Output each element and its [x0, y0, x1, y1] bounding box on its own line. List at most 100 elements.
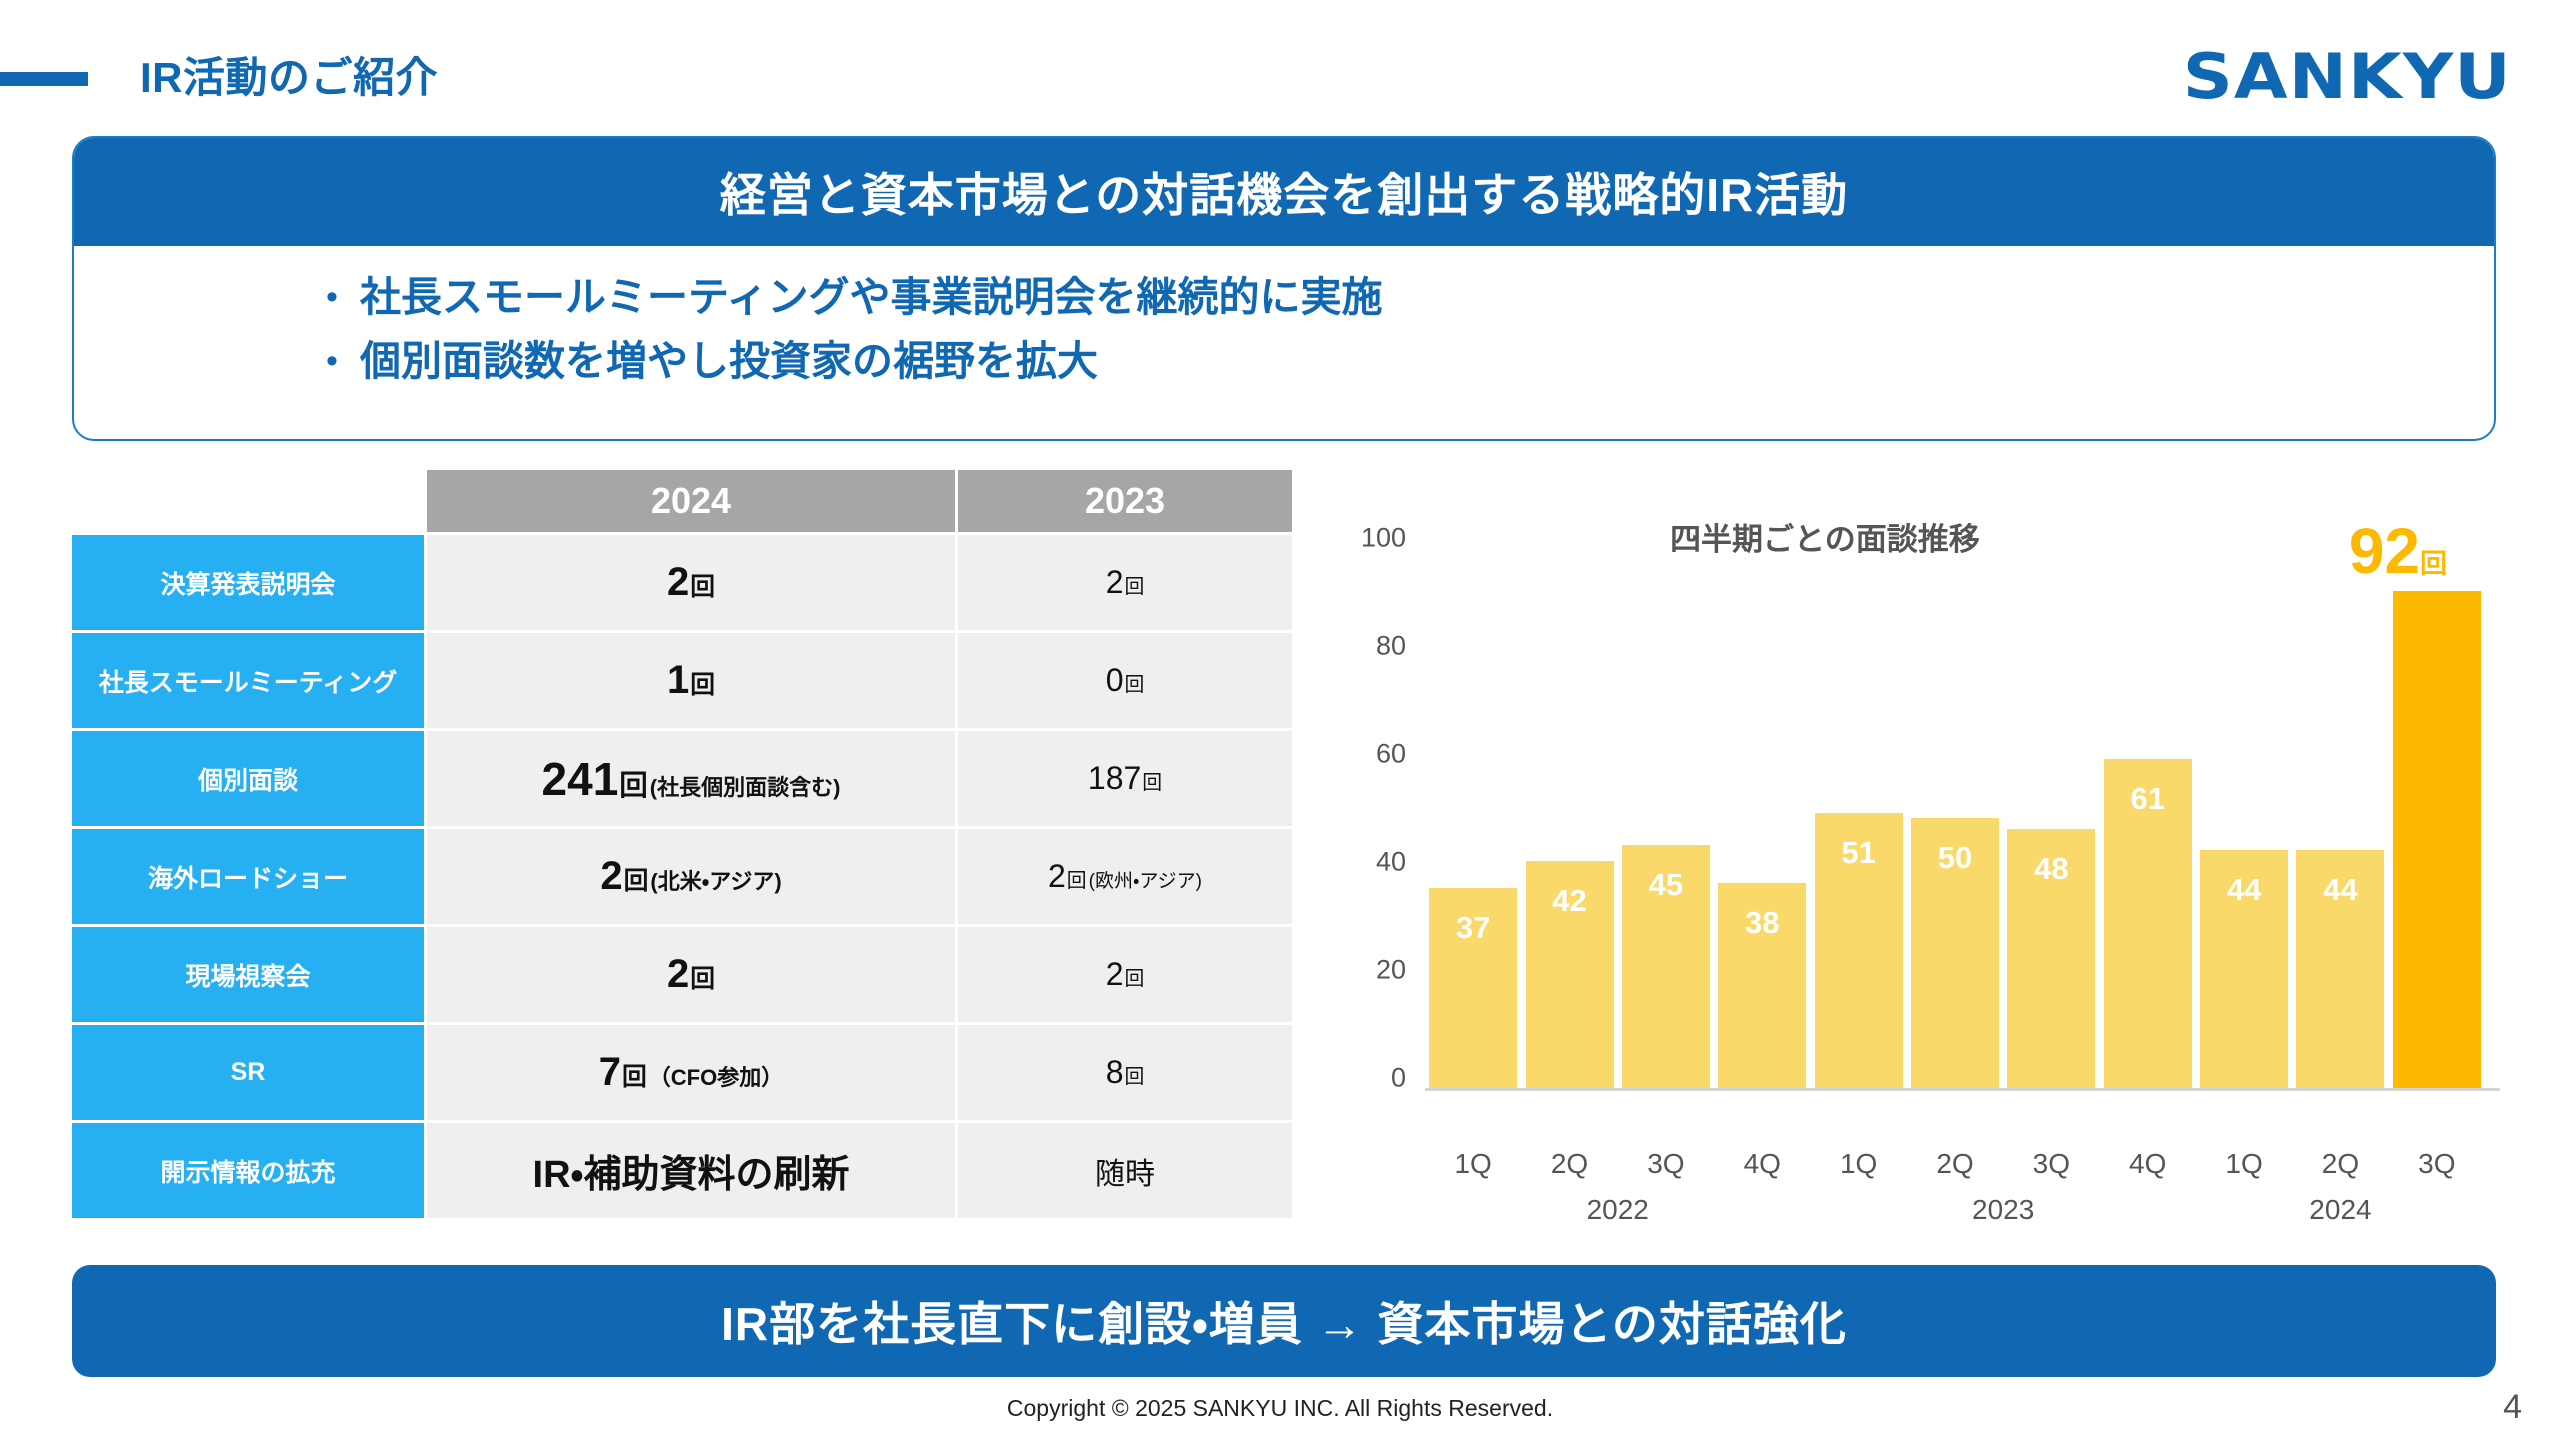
value-number: 2	[666, 560, 690, 604]
chart-bar: 38	[1718, 882, 1807, 1088]
chart-bar-slot: 50	[1911, 548, 1999, 1088]
table-header-2023: 2023	[958, 470, 1292, 532]
value-number: 1	[666, 658, 690, 702]
value-number: 2	[1105, 956, 1124, 992]
value-unit: 回	[1124, 1066, 1145, 1088]
y-axis-tick: 40	[1375, 846, 1406, 877]
x-axis-tick: 3Q	[2032, 1148, 2071, 1179]
table-cell-2024: 7 回（CFO参加）	[427, 1025, 955, 1120]
x-axis-tick: 3Q	[2418, 1148, 2456, 1179]
page-title: IR活動のご紹介	[140, 54, 439, 101]
peak-number: 92	[2348, 515, 2420, 588]
x-axis-tick: 4Q	[2129, 1148, 2167, 1179]
x-axis-tick: 2Q	[1936, 1148, 1974, 1179]
value-unit: 回	[623, 868, 649, 895]
chart-bar-slot: 51	[1814, 548, 1903, 1088]
table-cell-2023: 187 回	[958, 731, 1292, 826]
table-row-label: 現場視察会	[72, 927, 424, 1022]
callout-bullet-list: • 社長スモールミーティングや事業説明会を継続的に実施 • 個別面談数を増やし投…	[74, 246, 2494, 390]
table-row-label: 決算発表説明会	[72, 535, 424, 630]
value-number: 2	[1105, 564, 1124, 600]
chart-bar: 42	[1525, 861, 1614, 1088]
value-unit: 回	[1124, 674, 1145, 696]
chart-baseline	[1425, 1088, 2500, 1091]
footer-banner: IR部を社長直下に創設・増員 → 資本市場との対話強化	[72, 1265, 2496, 1377]
chart-bar-slot: 44	[2296, 548, 2385, 1088]
value-number: 7	[598, 1050, 621, 1094]
table-cell-2024: 2 回 (北米・アジア)	[427, 829, 955, 924]
value-number: 2	[1048, 858, 1066, 894]
header-accent-bar	[0, 72, 88, 86]
chart-bar: 44	[2200, 850, 2289, 1088]
chart-bar: 45	[1621, 845, 1710, 1088]
table-header-blank	[72, 470, 424, 532]
footer-banner-text: IR部を社長直下に創設・増員 → 資本市場との対話強化	[721, 1298, 1847, 1350]
table-cell-2024: IR・補助資料の刷新	[427, 1123, 955, 1218]
bullet-text: 社長スモールミーティングや事業説明会を継続的に実施	[360, 274, 1383, 320]
chart-bar-value-label: 42	[1552, 883, 1587, 919]
table-row: 開示情報の拡充 IR・補助資料の刷新 随時	[72, 1123, 1292, 1218]
table-row: SR 7 回（CFO参加） 8 回	[72, 1025, 1292, 1120]
value-unit: 回	[619, 769, 648, 802]
x-axis-year-label: 2024	[2309, 1194, 2372, 1225]
chart-bar-slot: 45	[1621, 548, 1710, 1088]
callout-banner-title: 経営と資本市場との対話機会を創出する戦略的IR活動	[719, 169, 1849, 221]
x-axis-tick: 2Q	[2321, 1148, 2360, 1179]
table-row-label: 個別面談	[72, 731, 424, 826]
list-item: • 個別面談数を増やし投資家の裾野を拡大	[304, 332, 2494, 390]
value-unit: 回	[1142, 772, 1163, 794]
bullet-text: 個別面談数を増やし投資家の裾野を拡大	[360, 338, 1098, 384]
value-unit: 回	[690, 672, 716, 699]
value-unit: 回	[1066, 870, 1087, 892]
x-axis-tick: 1Q	[1839, 1148, 1878, 1179]
page-number: 4	[2503, 1388, 2522, 1426]
bullet-dot-icon: •	[326, 342, 338, 380]
chart-bar-value-label: 37	[1455, 910, 1491, 946]
x-axis-tick: 1Q	[2225, 1148, 2263, 1179]
chart-bar-value-label: 45	[1648, 867, 1684, 902]
peak-unit: 回	[2419, 549, 2449, 580]
chart-bar: 61	[2103, 758, 2192, 1088]
chart-bar-value-label: 51	[1841, 834, 1876, 870]
chart-bar-slot: 44	[2200, 548, 2289, 1088]
value-number: 187	[1087, 760, 1142, 796]
value-note: (北米・アジア)	[650, 869, 782, 894]
chart-bar: 48	[2007, 828, 2096, 1088]
table-row: 決算発表説明会 2 回 2 回	[72, 535, 1292, 630]
chart-bar-slot	[2392, 548, 2481, 1088]
value-number: 0	[1105, 662, 1124, 698]
table-row: 個別面談 241 回 (社長個別面談含む) 187 回	[72, 731, 1292, 826]
value-note: （CFO参加）	[648, 1065, 784, 1090]
table-cell-2024: 241 回 (社長個別面談含む)	[427, 731, 955, 826]
table-header-row: 2024 2023	[72, 470, 1292, 532]
table-row-label: 海外ロードショー	[72, 829, 424, 924]
table-row-label: 開示情報の拡充	[72, 1123, 424, 1218]
quarterly-meetings-chart: 四半期ごとの面談推移 0 20 40 60 80 100 37 1Q 42 2Q 45 3Q 38 4Q…	[1300, 500, 2520, 1240]
y-axis-tick: 100	[1360, 522, 1406, 553]
y-axis-tick: 0	[1390, 1062, 1406, 1093]
chart-bar: 44	[2296, 850, 2385, 1088]
value-note: (欧州・アジア)	[1088, 871, 1202, 892]
table-cell-2023: 2 回 (欧州・アジア)	[958, 829, 1292, 924]
chart-bar-value-label: 38	[1745, 904, 1780, 940]
value-number: 2	[600, 854, 623, 898]
y-axis-tick: 60	[1375, 738, 1406, 769]
chart-bar	[2392, 591, 2481, 1088]
x-axis-year-label: 2023	[1972, 1194, 2035, 1225]
list-item: • 社長スモールミーティングや事業説明会を継続的に実施	[304, 268, 2494, 326]
chart-y-axis: 0 20 40 60 80 100	[1300, 523, 1420, 1093]
chart-bar-slot: 38	[1718, 548, 1807, 1088]
chart-bar: 51	[1814, 812, 1903, 1088]
chart-peak-annotation: 92回	[2349, 519, 2449, 583]
table-row: 社長スモールミーティング 1 回 0 回	[72, 633, 1292, 728]
sankyu-logo: SANKYU	[2182, 40, 2512, 113]
table-header-2024: 2024	[427, 470, 955, 532]
chart-bar-value-label: 48	[2034, 850, 2069, 886]
y-axis-tick: 20	[1375, 954, 1406, 985]
chart-bar-slot: 37	[1429, 548, 1518, 1088]
value-unit: 回	[1124, 576, 1145, 598]
chart-bar: 37	[1429, 888, 1518, 1088]
